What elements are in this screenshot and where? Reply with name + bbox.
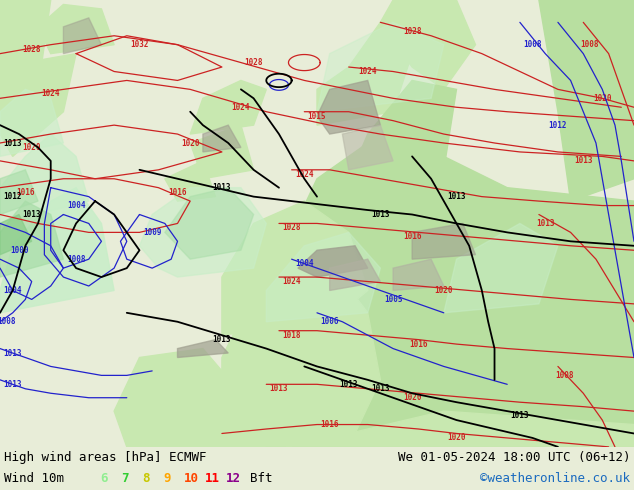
Text: 1028: 1028 <box>244 58 263 67</box>
Polygon shape <box>114 348 241 447</box>
Text: 1006: 1006 <box>320 317 339 326</box>
Text: 1013: 1013 <box>510 411 529 420</box>
Text: 1016: 1016 <box>409 340 428 348</box>
Polygon shape <box>393 259 444 291</box>
Text: 1028: 1028 <box>282 223 301 232</box>
Text: 1020: 1020 <box>403 393 422 402</box>
Polygon shape <box>0 215 32 255</box>
Text: 1008: 1008 <box>67 255 86 264</box>
Text: 1008: 1008 <box>580 40 599 49</box>
Text: 1020: 1020 <box>22 143 41 152</box>
Polygon shape <box>412 223 476 259</box>
Text: 1008: 1008 <box>0 317 16 326</box>
Polygon shape <box>0 170 38 215</box>
Text: 1008: 1008 <box>555 371 574 380</box>
Polygon shape <box>298 246 368 277</box>
Text: 12: 12 <box>226 472 241 486</box>
Polygon shape <box>63 18 101 53</box>
Polygon shape <box>178 340 228 358</box>
Polygon shape <box>317 23 412 125</box>
Polygon shape <box>266 134 634 447</box>
Text: Bft: Bft <box>250 472 273 486</box>
Text: 7: 7 <box>121 472 129 486</box>
Text: 10: 10 <box>184 472 199 486</box>
Polygon shape <box>190 125 254 179</box>
Text: 1028: 1028 <box>403 27 422 36</box>
Polygon shape <box>0 201 63 277</box>
Polygon shape <box>380 0 476 89</box>
Polygon shape <box>330 259 380 291</box>
Polygon shape <box>349 80 456 179</box>
Text: 1024: 1024 <box>282 277 301 286</box>
Text: 1016: 1016 <box>16 188 35 196</box>
Text: 1020: 1020 <box>434 286 453 295</box>
Text: 1016: 1016 <box>403 232 422 242</box>
Text: 1032: 1032 <box>130 40 149 49</box>
Text: 1012: 1012 <box>548 121 567 130</box>
Polygon shape <box>444 223 558 313</box>
Text: 1004: 1004 <box>295 259 314 268</box>
Text: 1024: 1024 <box>41 89 60 98</box>
Text: High wind areas [hPa] ECMWF: High wind areas [hPa] ECMWF <box>4 451 207 465</box>
Text: 9: 9 <box>163 472 171 486</box>
Text: 1000: 1000 <box>10 246 29 255</box>
Polygon shape <box>222 201 368 335</box>
Text: 1013: 1013 <box>3 380 22 389</box>
Text: 1018: 1018 <box>282 331 301 340</box>
Text: 1004: 1004 <box>3 286 22 295</box>
Text: 1009: 1009 <box>143 228 162 237</box>
Text: 1005: 1005 <box>384 295 403 304</box>
Polygon shape <box>0 134 89 223</box>
Text: 6: 6 <box>100 472 108 486</box>
Polygon shape <box>266 232 380 322</box>
Polygon shape <box>190 80 266 134</box>
Text: 8: 8 <box>142 472 150 486</box>
Text: 1016: 1016 <box>168 188 187 196</box>
Text: 1013: 1013 <box>3 348 22 358</box>
Text: 1012: 1012 <box>3 192 22 201</box>
Text: 1008: 1008 <box>523 40 542 49</box>
Polygon shape <box>317 23 444 112</box>
Text: 1013: 1013 <box>371 384 390 393</box>
Text: 1013: 1013 <box>3 139 22 147</box>
Polygon shape <box>0 53 76 156</box>
Text: 1013: 1013 <box>574 156 593 166</box>
Polygon shape <box>222 246 380 447</box>
Polygon shape <box>38 4 114 53</box>
Text: We 01-05-2024 18:00 UTC (06+12): We 01-05-2024 18:00 UTC (06+12) <box>398 451 630 465</box>
Text: 1013: 1013 <box>212 183 231 192</box>
Polygon shape <box>317 80 380 134</box>
Polygon shape <box>342 125 393 170</box>
Polygon shape <box>0 0 51 134</box>
Polygon shape <box>0 188 114 313</box>
Text: 1020: 1020 <box>181 139 200 147</box>
Text: 1028: 1028 <box>22 45 41 54</box>
Text: 1024: 1024 <box>231 103 250 112</box>
Polygon shape <box>539 0 634 201</box>
Text: 1015: 1015 <box>307 112 327 121</box>
Text: 1013: 1013 <box>371 210 390 219</box>
Text: ©weatheronline.co.uk: ©weatheronline.co.uk <box>480 472 630 486</box>
Polygon shape <box>0 89 63 156</box>
Text: 11: 11 <box>205 472 220 486</box>
Text: 1013: 1013 <box>212 335 231 344</box>
Text: 1013: 1013 <box>22 210 41 219</box>
Text: 1024: 1024 <box>358 67 377 76</box>
Text: 1013: 1013 <box>536 219 555 228</box>
Polygon shape <box>165 161 216 201</box>
Polygon shape <box>285 411 634 447</box>
Polygon shape <box>139 188 266 277</box>
Text: 1013: 1013 <box>447 192 466 201</box>
Polygon shape <box>203 125 241 152</box>
Polygon shape <box>165 188 254 259</box>
Text: 1024: 1024 <box>295 170 314 179</box>
Text: 1016: 1016 <box>320 420 339 429</box>
Text: 1020: 1020 <box>593 94 612 103</box>
Text: 1020: 1020 <box>447 434 466 442</box>
Text: 1013: 1013 <box>339 380 358 389</box>
Text: Wind 10m: Wind 10m <box>4 472 64 486</box>
Text: 1013: 1013 <box>269 384 288 393</box>
Text: 1004: 1004 <box>67 201 86 210</box>
